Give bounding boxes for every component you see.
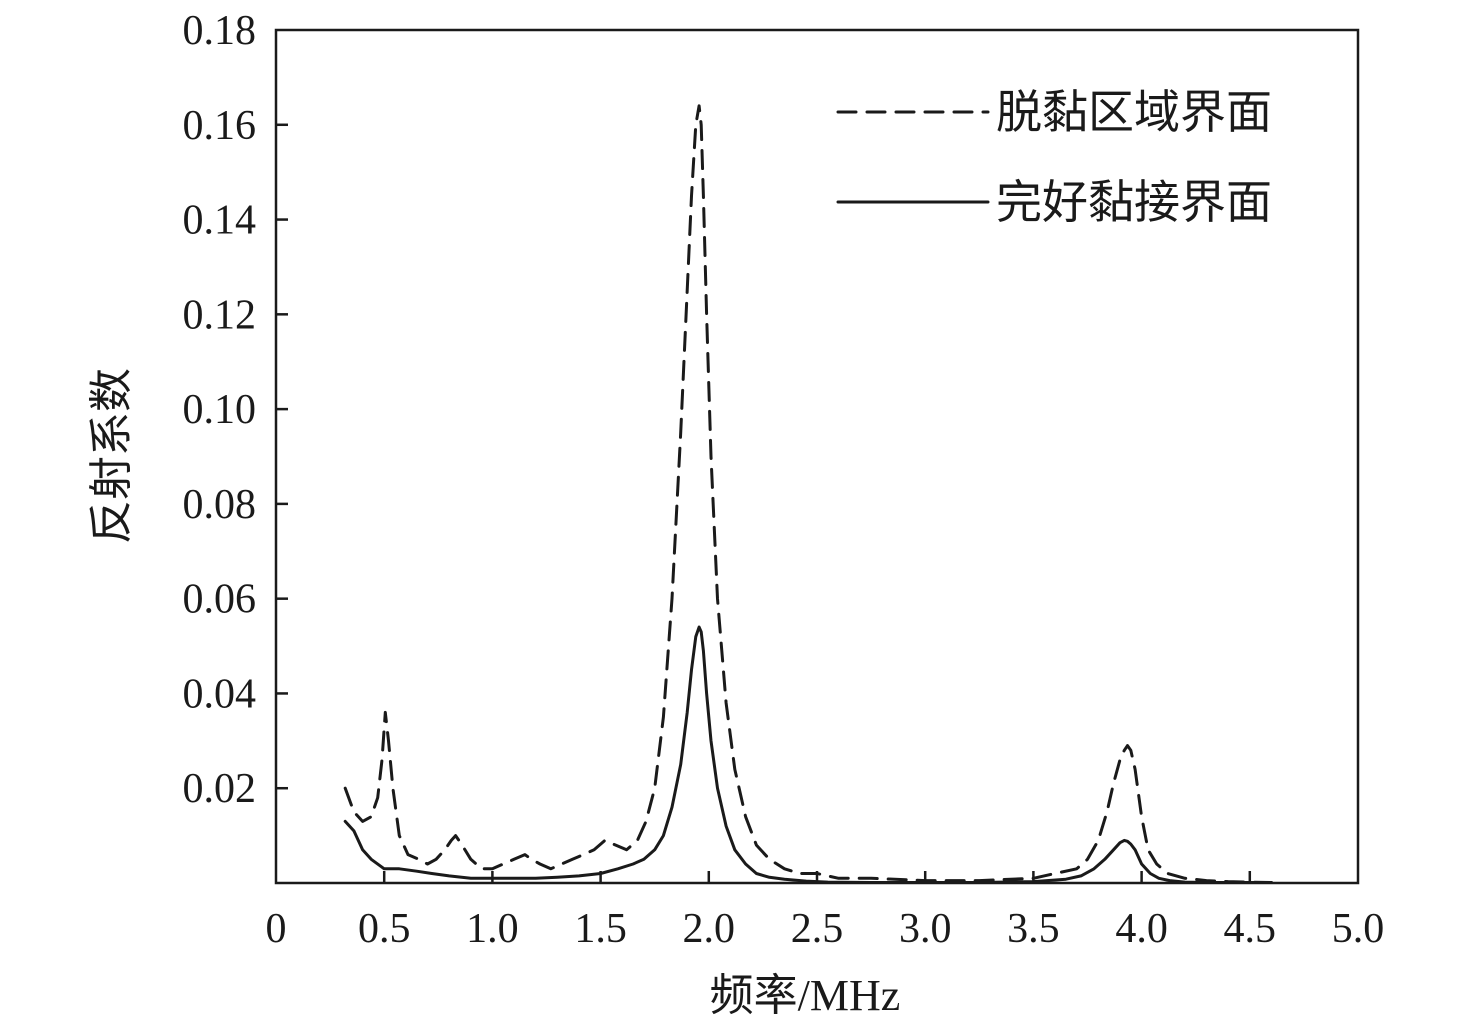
y-tick-label: 0.08 xyxy=(183,482,257,528)
y-tick-label: 0.12 xyxy=(183,292,257,338)
y-tick-label: 0.14 xyxy=(183,198,257,244)
series-line-debonded xyxy=(343,104,1273,884)
x-tick-label: 1.0 xyxy=(466,906,519,952)
y-tick-labels: 0.02 0.04 0.06 0.08 0.10 0.12 0.14 0.16 0.18 xyxy=(183,8,257,812)
legend-label-debonded: 脱黏区域界面 xyxy=(996,87,1272,138)
x-tick-label: 0 xyxy=(266,906,287,952)
y-axis-title: 反射系数 xyxy=(87,368,136,544)
axis-ticks xyxy=(276,123,1252,883)
x-tick-labels: 0 0.5 1.0 1.5 2.0 2.5 3.0 3.5 4.0 4.5 5.0 xyxy=(266,906,1385,952)
legend-label-bonded: 完好黏接界面 xyxy=(996,177,1272,228)
plot-frame xyxy=(274,28,1360,885)
legend: 脱黏区域界面 完好黏接界面 xyxy=(836,87,1272,228)
x-tick-label: 2.5 xyxy=(791,906,844,952)
y-tick-label: 0.04 xyxy=(183,671,257,717)
y-tick-label: 0.06 xyxy=(183,577,257,623)
series-line-bonded xyxy=(343,625,1273,884)
y-tick-label: 0.16 xyxy=(183,103,257,149)
x-axis-title: 频率/MHz xyxy=(710,971,901,1020)
y-tick-label: 0.18 xyxy=(183,8,257,54)
x-tick-label: 0.5 xyxy=(358,906,411,952)
x-tick-label: 5.0 xyxy=(1332,906,1385,952)
y-tick-label: 0.02 xyxy=(183,766,257,812)
x-tick-label: 1.5 xyxy=(574,906,627,952)
x-tick-label: 3.5 xyxy=(1007,906,1060,952)
x-tick-label: 3.0 xyxy=(899,906,952,952)
x-tick-label: 2.0 xyxy=(683,906,736,952)
x-tick-label: 4.0 xyxy=(1115,906,1168,952)
series-layer xyxy=(343,104,1273,884)
y-tick-label: 0.10 xyxy=(183,387,257,433)
x-tick-label: 4.5 xyxy=(1224,906,1277,952)
